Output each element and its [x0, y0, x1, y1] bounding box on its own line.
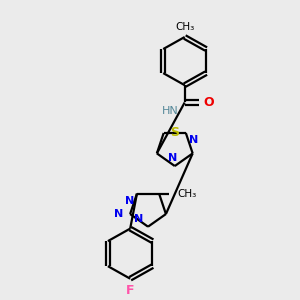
Text: N: N [134, 214, 143, 224]
Text: S: S [169, 126, 178, 140]
Text: CH₃: CH₃ [177, 189, 196, 199]
Text: F: F [126, 284, 134, 298]
Text: N: N [114, 209, 123, 219]
Text: CH₃: CH₃ [175, 22, 194, 32]
Text: HN: HN [162, 106, 179, 116]
Text: O: O [203, 96, 214, 109]
Text: N: N [125, 196, 134, 206]
Text: N: N [168, 153, 177, 163]
Text: N: N [189, 135, 198, 145]
